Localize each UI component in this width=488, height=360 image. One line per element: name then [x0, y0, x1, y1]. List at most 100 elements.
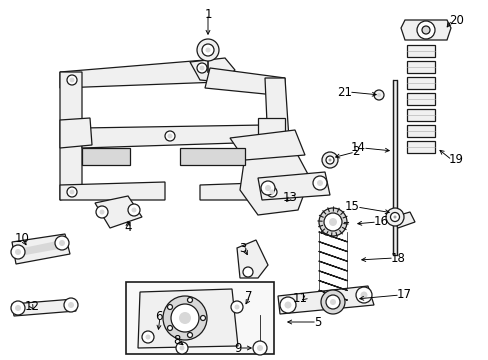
Circle shape	[324, 213, 341, 231]
Text: 16: 16	[373, 216, 388, 229]
Circle shape	[321, 152, 337, 168]
Circle shape	[243, 267, 252, 277]
Circle shape	[145, 334, 150, 339]
Circle shape	[128, 204, 140, 216]
Polygon shape	[12, 299, 76, 316]
Text: 17: 17	[396, 288, 411, 301]
Circle shape	[199, 66, 204, 71]
Circle shape	[187, 297, 192, 302]
Polygon shape	[406, 45, 434, 57]
Circle shape	[328, 218, 336, 226]
Polygon shape	[406, 93, 434, 105]
Polygon shape	[18, 240, 64, 256]
Circle shape	[421, 26, 429, 34]
Text: 2: 2	[351, 145, 359, 158]
Polygon shape	[180, 148, 244, 165]
Polygon shape	[82, 148, 130, 165]
Text: 8: 8	[173, 334, 181, 347]
Polygon shape	[237, 240, 267, 278]
Polygon shape	[204, 68, 285, 96]
Text: 21: 21	[336, 85, 351, 99]
Circle shape	[328, 158, 331, 162]
Circle shape	[312, 176, 326, 190]
Circle shape	[205, 48, 210, 53]
Circle shape	[171, 304, 199, 332]
Text: 20: 20	[448, 13, 463, 27]
Polygon shape	[400, 20, 450, 40]
Circle shape	[164, 131, 175, 141]
Circle shape	[68, 302, 74, 308]
Circle shape	[67, 187, 77, 197]
Polygon shape	[406, 77, 434, 89]
Text: 10: 10	[15, 231, 29, 244]
Polygon shape	[406, 109, 434, 121]
Circle shape	[416, 21, 434, 39]
Circle shape	[11, 301, 25, 315]
Circle shape	[96, 206, 108, 218]
Text: 7: 7	[245, 291, 252, 303]
Text: 5: 5	[313, 315, 321, 328]
Bar	[126, 282, 273, 354]
Circle shape	[200, 315, 205, 320]
Circle shape	[266, 187, 276, 197]
Circle shape	[99, 210, 104, 215]
Circle shape	[230, 301, 243, 313]
Circle shape	[197, 63, 206, 73]
Circle shape	[187, 333, 192, 338]
Circle shape	[320, 290, 345, 314]
Circle shape	[316, 180, 323, 186]
Polygon shape	[82, 125, 267, 148]
Circle shape	[15, 249, 21, 255]
Polygon shape	[60, 60, 220, 88]
Circle shape	[355, 287, 371, 303]
Text: 6: 6	[155, 310, 163, 324]
Polygon shape	[95, 196, 142, 228]
Polygon shape	[264, 78, 291, 190]
Circle shape	[197, 39, 219, 61]
Text: 15: 15	[345, 201, 359, 213]
Text: 9: 9	[234, 342, 242, 355]
Circle shape	[252, 341, 266, 355]
Circle shape	[257, 345, 263, 351]
Polygon shape	[406, 125, 434, 137]
Circle shape	[179, 346, 184, 351]
Circle shape	[280, 297, 295, 313]
Circle shape	[163, 296, 206, 340]
Text: 11: 11	[292, 292, 307, 305]
Polygon shape	[200, 182, 285, 200]
Polygon shape	[406, 61, 434, 73]
Text: 12: 12	[24, 301, 40, 314]
Polygon shape	[392, 212, 414, 228]
Circle shape	[179, 312, 191, 324]
Circle shape	[325, 295, 339, 309]
Circle shape	[69, 77, 74, 82]
Circle shape	[234, 305, 239, 310]
Text: 1: 1	[204, 8, 211, 21]
Circle shape	[67, 75, 77, 85]
Circle shape	[261, 181, 274, 195]
Polygon shape	[278, 286, 373, 314]
Circle shape	[318, 208, 346, 236]
Polygon shape	[190, 58, 235, 82]
Circle shape	[360, 292, 367, 298]
Circle shape	[376, 93, 380, 97]
Circle shape	[393, 216, 396, 219]
Circle shape	[385, 208, 403, 226]
Circle shape	[284, 301, 291, 309]
Circle shape	[167, 134, 172, 139]
Circle shape	[390, 212, 399, 221]
Circle shape	[131, 207, 136, 212]
Polygon shape	[60, 72, 82, 200]
Polygon shape	[12, 234, 70, 264]
Polygon shape	[60, 182, 164, 200]
Polygon shape	[138, 289, 238, 348]
Polygon shape	[240, 150, 309, 215]
Circle shape	[167, 305, 172, 310]
Text: 4: 4	[124, 221, 131, 234]
Circle shape	[69, 189, 74, 194]
Text: 19: 19	[448, 153, 463, 166]
Circle shape	[264, 185, 270, 191]
Circle shape	[202, 44, 214, 56]
Text: 13: 13	[282, 192, 297, 204]
Text: 14: 14	[350, 141, 365, 154]
